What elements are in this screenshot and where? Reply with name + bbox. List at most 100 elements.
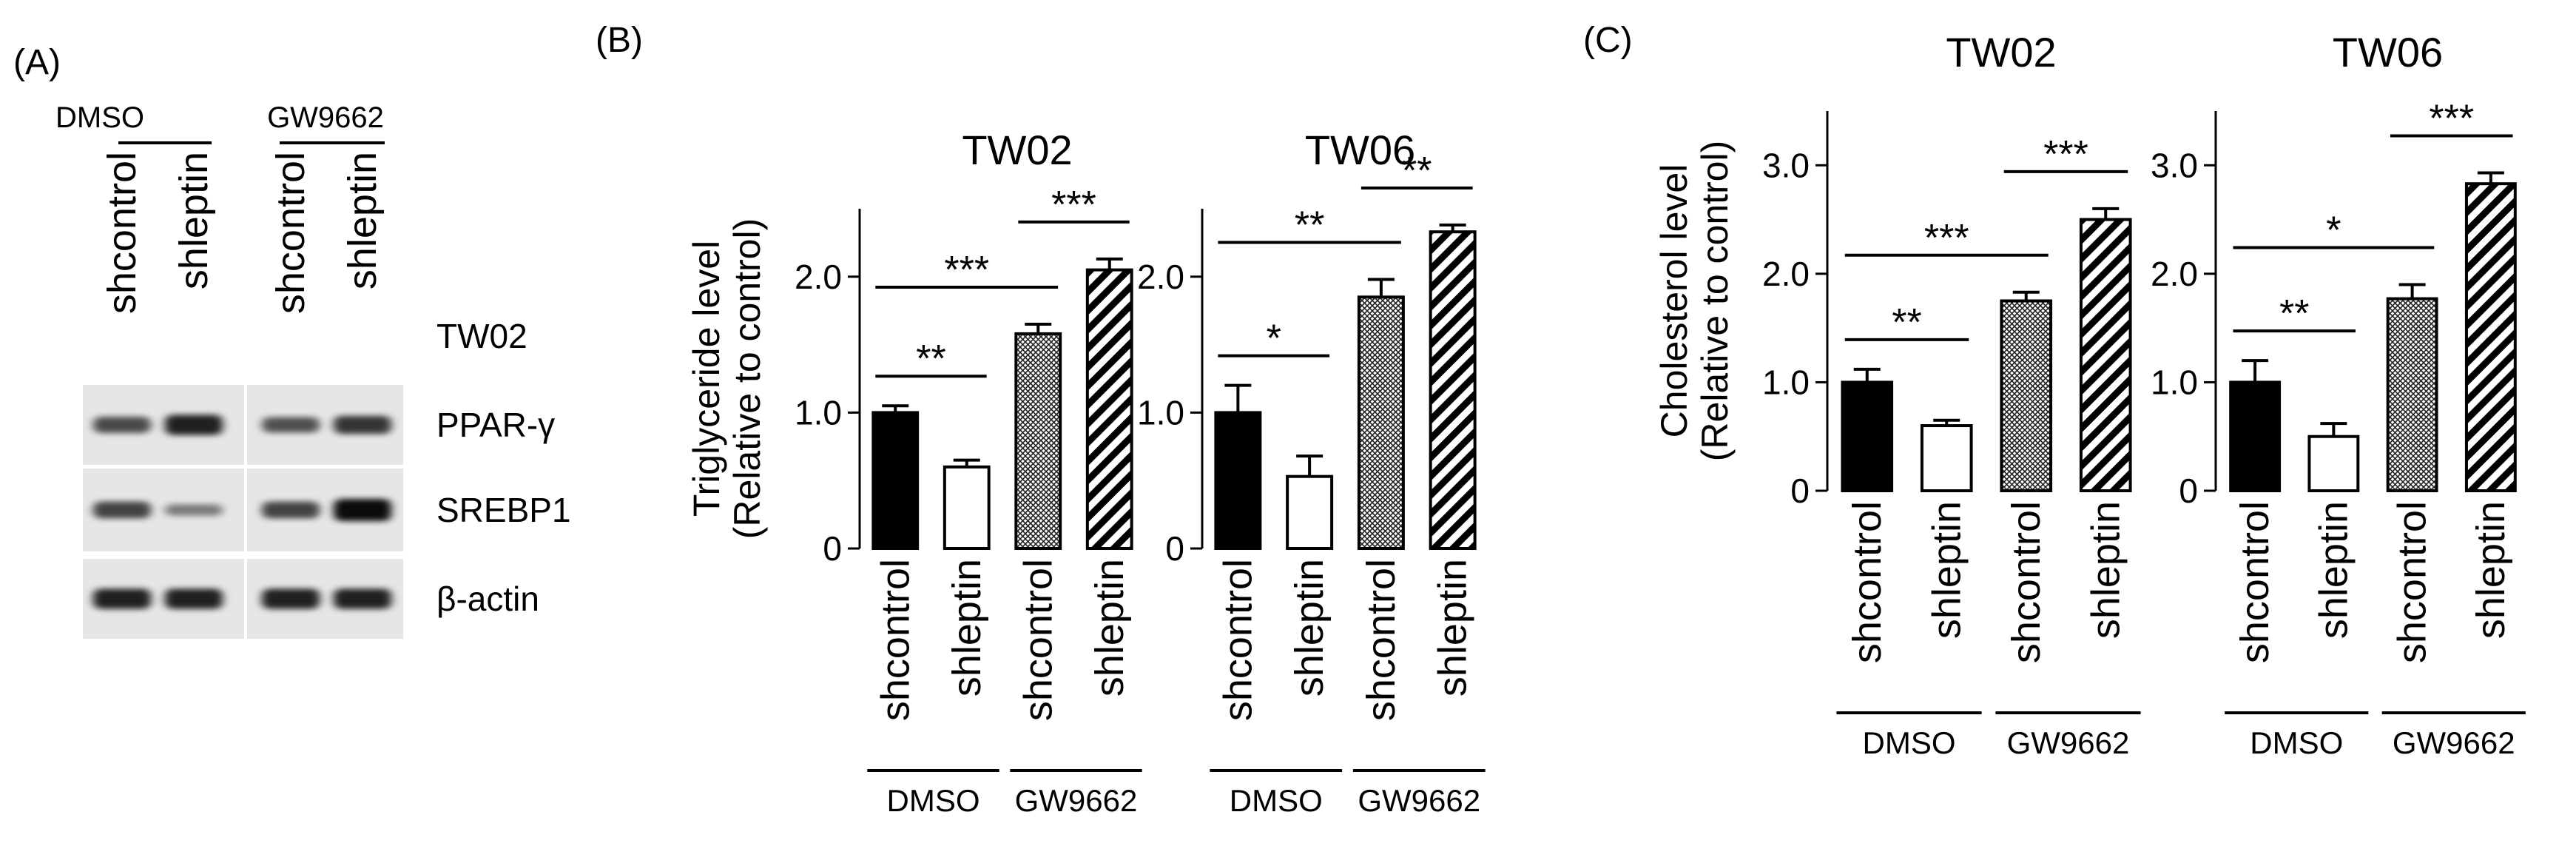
chart-title: TW06	[1305, 127, 1415, 173]
protein-band	[334, 588, 391, 609]
bar	[1085, 268, 1133, 550]
x-tick-label: shleptin	[2469, 501, 2513, 639]
significance-label: ***	[2043, 133, 2088, 176]
bar	[1014, 332, 1062, 550]
x-tick-label: shcontrol	[1215, 559, 1260, 721]
bar	[1357, 295, 1405, 550]
y-tick-label: 2.0	[2151, 255, 2198, 293]
x-tick-label: shcontrol	[2233, 501, 2277, 663]
significance-label: **	[2279, 292, 2309, 335]
bar-chart-3: TW02 Cholesterol level (Relative to contro…	[1653, 29, 2141, 760]
x-tick-label: shcontrol	[2004, 501, 2049, 663]
y-axis-label: (Relative to control)	[726, 218, 768, 540]
bar	[1214, 411, 1262, 551]
group-label: GW9662	[2007, 725, 2130, 760]
significance-label: ***	[2429, 98, 2474, 141]
y-axis-label: Triglyceride level	[686, 241, 727, 517]
bar	[1286, 474, 1334, 551]
x-tick-label: shcontrol	[2390, 501, 2435, 663]
treatment-label: GW9662	[267, 101, 384, 134]
protein-label: PPAR-γ	[436, 406, 555, 444]
x-tick-label: shcontrol	[873, 559, 917, 721]
chart-title: TW02	[962, 127, 1072, 173]
panel-label-a: (A)	[13, 43, 61, 82]
bar	[871, 411, 920, 551]
x-tick-label: shcontrol	[1016, 559, 1060, 721]
protein-band	[165, 415, 223, 435]
significance-label: *	[2326, 209, 2341, 252]
protein-label: SREBP1	[436, 491, 571, 529]
group-label: DMSO	[2250, 725, 2343, 760]
protein-band	[334, 415, 391, 434]
bar	[2079, 218, 2132, 492]
x-tick-label: shleptin	[1088, 559, 1132, 697]
lane-label: shleptin	[172, 152, 216, 289]
significance-label: ***	[1924, 217, 1969, 260]
cell-line-label: TW02	[436, 317, 527, 355]
bar	[1429, 230, 1477, 550]
treatment-label: DMSO	[55, 101, 144, 134]
y-tick-label: 1.0	[1762, 363, 1810, 401]
y-tick-label: 2.0	[1137, 258, 1184, 296]
bar	[2307, 434, 2360, 493]
y-tick-label: 1.0	[2151, 363, 2198, 401]
y-tick-label: 0	[823, 529, 842, 568]
bar-chart-1: TW02 Triglyceride level (Relative to contr…	[686, 127, 1142, 818]
chart-title: TW06	[2333, 29, 2443, 75]
bar	[1920, 424, 1973, 492]
lane-label: shcontrol	[100, 152, 144, 314]
y-tick-label: 2.0	[1762, 255, 1810, 293]
x-tick-label: shcontrol	[1359, 559, 1403, 721]
bar-chart-4: TW06 0 1.0 2.0 3.0 shcontrol shleptin shcontrol…	[2151, 29, 2526, 760]
x-tick-label: shcontrol	[1845, 501, 1889, 663]
significance-label: ***	[1051, 184, 1096, 226]
bar	[1841, 380, 1894, 493]
group-label: GW9662	[1015, 783, 1138, 818]
protein-band	[93, 588, 151, 609]
y-tick-label: 2.0	[795, 258, 842, 296]
y-tick-label: 1.0	[1137, 393, 1184, 432]
y-tick-label: 3.0	[1762, 146, 1810, 184]
x-tick-label: shleptin	[1287, 559, 1332, 697]
y-tick-label: 0	[1790, 472, 1810, 510]
x-tick-label: shleptin	[2083, 501, 2128, 639]
significance-label: **	[916, 338, 945, 380]
bar	[2464, 182, 2517, 492]
y-axis-label: Cholesterol level	[1653, 164, 1695, 438]
protein-band	[262, 417, 320, 433]
significance-label: **	[1402, 150, 1432, 192]
significance-label: **	[1295, 204, 1324, 246]
protein-band	[334, 499, 391, 521]
protein-band	[93, 501, 151, 519]
x-tick-label: shleptin	[2311, 501, 2356, 639]
protein-band	[93, 417, 151, 433]
y-tick-label: 0	[2179, 472, 2198, 510]
bar	[2229, 380, 2282, 493]
significance-label: *	[1267, 318, 1281, 360]
y-axis-label: (Relative to control)	[1694, 141, 1736, 462]
y-tick-label: 3.0	[2151, 146, 2198, 184]
x-tick-label: shleptin	[1431, 559, 1475, 697]
protein-band	[262, 501, 320, 519]
significance-label: ***	[944, 249, 989, 292]
significance-label: **	[1892, 301, 1921, 344]
panel-label-c: (C)	[1583, 21, 1633, 60]
group-label: GW9662	[2393, 725, 2515, 760]
bar	[2386, 297, 2438, 492]
y-tick-label: 1.0	[795, 393, 842, 432]
group-label: DMSO	[887, 783, 980, 818]
y-tick-label: 0	[1165, 529, 1184, 568]
protein-label: β-actin	[436, 580, 539, 618]
western-blot: DMSO GW9662 shcontrol shleptin shcontrol shle…	[55, 101, 571, 639]
group-label: DMSO	[1863, 725, 1956, 760]
chart-title: TW02	[1946, 29, 2056, 75]
group-label: GW9662	[1358, 783, 1480, 818]
bar-chart-2: TW06 0 1.0 2.0 shcontrol shleptin shcontrol shl…	[1137, 127, 1486, 818]
protein-band	[165, 588, 223, 609]
protein-band	[262, 588, 320, 609]
x-tick-label: shleptin	[945, 559, 989, 697]
group-label: DMSO	[1230, 783, 1323, 818]
x-tick-label: shleptin	[1924, 501, 1969, 639]
